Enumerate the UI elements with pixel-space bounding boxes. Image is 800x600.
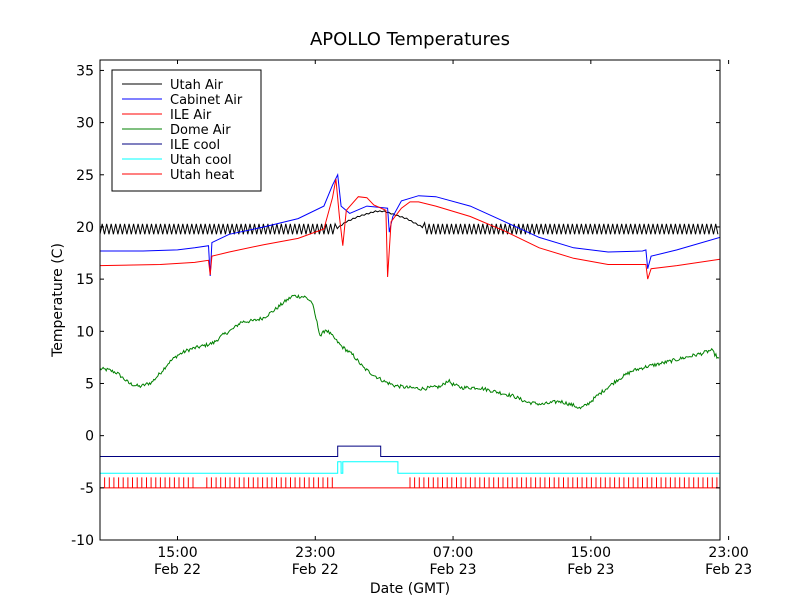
series-line-utah-air <box>100 210 719 235</box>
y-axis-label: Temperature (C) <box>50 243 66 358</box>
y-tick-label: 15 <box>76 272 94 288</box>
y-tick-label: 25 <box>76 168 94 184</box>
series-line-utah-cool <box>100 461 720 474</box>
x-axis-label: Date (GMT) <box>370 581 450 597</box>
legend-label-dome-air: Dome Air <box>170 123 231 138</box>
y-tick-label: 20 <box>76 220 94 236</box>
x-tick-label-time: 15:00 <box>157 545 197 561</box>
x-tick-label-date: Feb 22 <box>154 562 201 578</box>
x-tick-label-time: 07:00 <box>433 545 473 561</box>
series-line-ile-cool <box>100 445 720 457</box>
legend-label-ile-air: ILE Air <box>170 108 212 123</box>
y-tick-label: 30 <box>76 116 94 132</box>
legend-label-utah-heat: Utah heat <box>170 168 234 183</box>
chart-title: APOLLO Temperatures <box>310 29 510 50</box>
y-tick-label: 0 <box>85 429 94 445</box>
y-tick-label: 5 <box>85 376 94 392</box>
x-tick-label-time: 23:00 <box>295 545 335 561</box>
plot-frame <box>99 59 721 541</box>
x-tick-label-date: Feb 23 <box>705 562 752 578</box>
series-line-dome-air <box>100 293 720 410</box>
legend-box <box>111 69 262 192</box>
legend-label-cabinet-air: Cabinet Air <box>170 93 243 108</box>
legend-label-ile-cool: ILE cool <box>170 138 220 153</box>
legend-label-utah-cool: Utah cool <box>170 153 232 168</box>
x-tick-label-date: Feb 23 <box>567 562 614 578</box>
x-tick-label-time: 23:00 <box>708 545 748 561</box>
y-tick-label: 35 <box>76 63 94 79</box>
x-tick-label-date: Feb 23 <box>430 562 477 578</box>
series-line-ile-air <box>100 178 720 280</box>
x-tick-label-date: Feb 22 <box>292 562 339 578</box>
x-tick-label-time: 15:00 <box>571 545 611 561</box>
y-tick-label: -10 <box>71 533 94 549</box>
y-tick-label: -5 <box>80 481 94 497</box>
legend-label-utah-air: Utah Air <box>170 78 223 93</box>
series-line-utah-heat <box>100 477 720 489</box>
series-layer <box>100 173 720 489</box>
y-tick-label: 10 <box>76 324 94 340</box>
